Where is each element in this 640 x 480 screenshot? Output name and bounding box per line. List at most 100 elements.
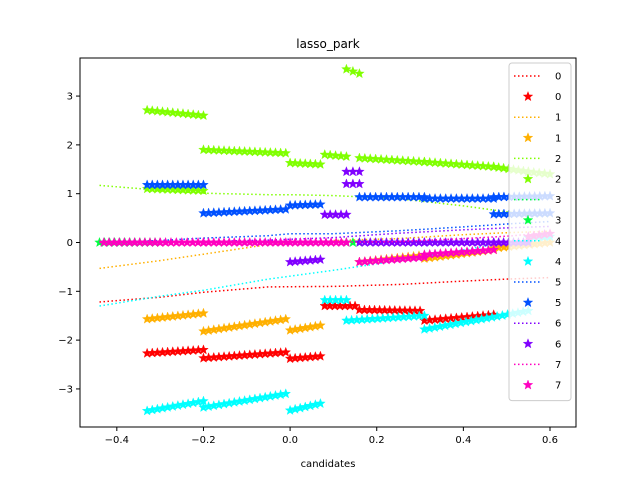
- series-4-marker: [341, 294, 352, 305]
- series-2-marker: [477, 160, 489, 171]
- legend-label-6: 6: [555, 319, 561, 330]
- series-4-marker: [419, 310, 430, 321]
- legend-label-1: 1: [555, 133, 561, 144]
- legend-label-5: 5: [555, 278, 561, 289]
- series-2-marker: [335, 150, 347, 161]
- series-2-marker: [146, 105, 158, 116]
- legend-marker-swatch-3: [522, 214, 534, 225]
- series-2-marker: [370, 153, 381, 164]
- series-2-marker: [354, 152, 365, 163]
- legend-marker-swatch-5: [522, 297, 534, 308]
- series-2-marker: [198, 110, 209, 121]
- series-2-marker: [402, 155, 414, 166]
- legend-label-3: 3: [555, 216, 561, 227]
- series-2-marker: [315, 158, 326, 169]
- series-2-marker: [381, 154, 392, 165]
- series-2-marker: [488, 161, 499, 172]
- series-2-marker: [167, 107, 179, 118]
- series-2-marker: [483, 160, 494, 171]
- series-2-marker: [440, 157, 452, 168]
- series-2-marker: [182, 108, 194, 119]
- series-7-marker: [488, 244, 499, 255]
- axes: −0.4 −0.2 0.0 0.2 0.4 0.6 −3 −2 −1 0 1 2 3: [58, 57, 577, 446]
- series-0-marker: [280, 346, 292, 357]
- series-2-marker: [341, 63, 352, 74]
- legend-label-4: 4: [555, 257, 561, 268]
- series-2-marker: [493, 161, 504, 173]
- legend-label-6: 6: [555, 339, 561, 350]
- series-7-line: [99, 231, 551, 244]
- legend-marker-swatch-7: [522, 379, 534, 390]
- y-tick-label: −3: [58, 384, 73, 395]
- chart-title: lasso_park: [296, 37, 359, 51]
- series-2-marker: [198, 185, 209, 196]
- series-2-marker: [386, 154, 398, 165]
- y-tick-label: 3: [67, 92, 73, 103]
- series-2-marker: [498, 162, 509, 173]
- series-2-marker: [364, 153, 376, 164]
- series-2-marker: [397, 155, 409, 166]
- x-tick-label: 0.0: [282, 435, 298, 446]
- series-7-marker: [341, 236, 352, 248]
- x-axis-label: candidates: [301, 459, 356, 470]
- series-2-marker: [467, 159, 478, 170]
- series-0-marker: [315, 350, 326, 361]
- x-tick-label: 0.6: [542, 435, 558, 446]
- series-1-marker: [280, 313, 292, 324]
- x-tick-label: −0.4: [105, 435, 129, 446]
- series-4-marker: [280, 388, 292, 399]
- x-tick-label: −0.2: [191, 435, 215, 446]
- legend-marker-swatch-2: [522, 173, 534, 184]
- series-2-marker: [445, 158, 457, 169]
- series-2-marker: [413, 156, 425, 167]
- series-4-marker: [315, 397, 326, 409]
- series-6-marker: [354, 178, 365, 189]
- series-2-marker: [141, 104, 153, 115]
- series-5-marker: [198, 179, 209, 190]
- legend-label-0: 0: [555, 92, 561, 103]
- legend-label-2: 2: [555, 175, 561, 186]
- y-tick-label: 2: [67, 140, 73, 151]
- series-6-line: [99, 225, 551, 244]
- series-2-marker: [408, 155, 419, 166]
- y-tick-label: −1: [58, 287, 73, 298]
- series-2-marker: [319, 149, 331, 160]
- series-2-marker: [424, 156, 436, 167]
- x-tick-label: 0.2: [369, 435, 385, 446]
- legend-marker-swatch-6: [522, 338, 534, 349]
- legend-marker-swatch-0: [522, 91, 534, 102]
- legend-box: [508, 62, 572, 402]
- series-2-marker: [177, 108, 189, 119]
- legend-label-1: 1: [555, 113, 561, 124]
- series-2-marker: [461, 159, 473, 170]
- series-2-marker: [187, 109, 199, 120]
- x-tick-label: 0.4: [455, 435, 471, 446]
- series-2-marker: [435, 157, 446, 168]
- series-6-marker: [341, 209, 352, 220]
- series-2-marker: [375, 153, 387, 164]
- y-tick-label: 1: [67, 189, 73, 200]
- y-tick-label: −2: [58, 336, 73, 347]
- series-5-marker: [315, 198, 326, 209]
- legend-label-7: 7: [555, 381, 561, 392]
- legend-marker-swatch-4: [522, 255, 534, 266]
- series-2-marker: [152, 105, 163, 116]
- series-2-marker: [172, 107, 184, 118]
- series-2-marker: [347, 65, 359, 76]
- legend-label-4: 4: [555, 236, 561, 247]
- series-2-marker: [330, 150, 341, 161]
- series-0-marker: [349, 300, 361, 311]
- series-2-marker: [451, 158, 462, 169]
- legend-marker-swatch-1: [522, 132, 534, 143]
- series-2-marker: [392, 154, 403, 165]
- series-2-marker: [280, 147, 292, 158]
- series-4-line: [99, 235, 551, 307]
- series-2-marker: [359, 152, 371, 163]
- legend-label-2: 2: [555, 154, 561, 165]
- series-5-line: [99, 220, 551, 244]
- series-6-marker: [315, 254, 326, 265]
- series-2-marker: [419, 156, 430, 167]
- legend-label-7: 7: [555, 360, 561, 371]
- series-2-marker: [193, 109, 204, 120]
